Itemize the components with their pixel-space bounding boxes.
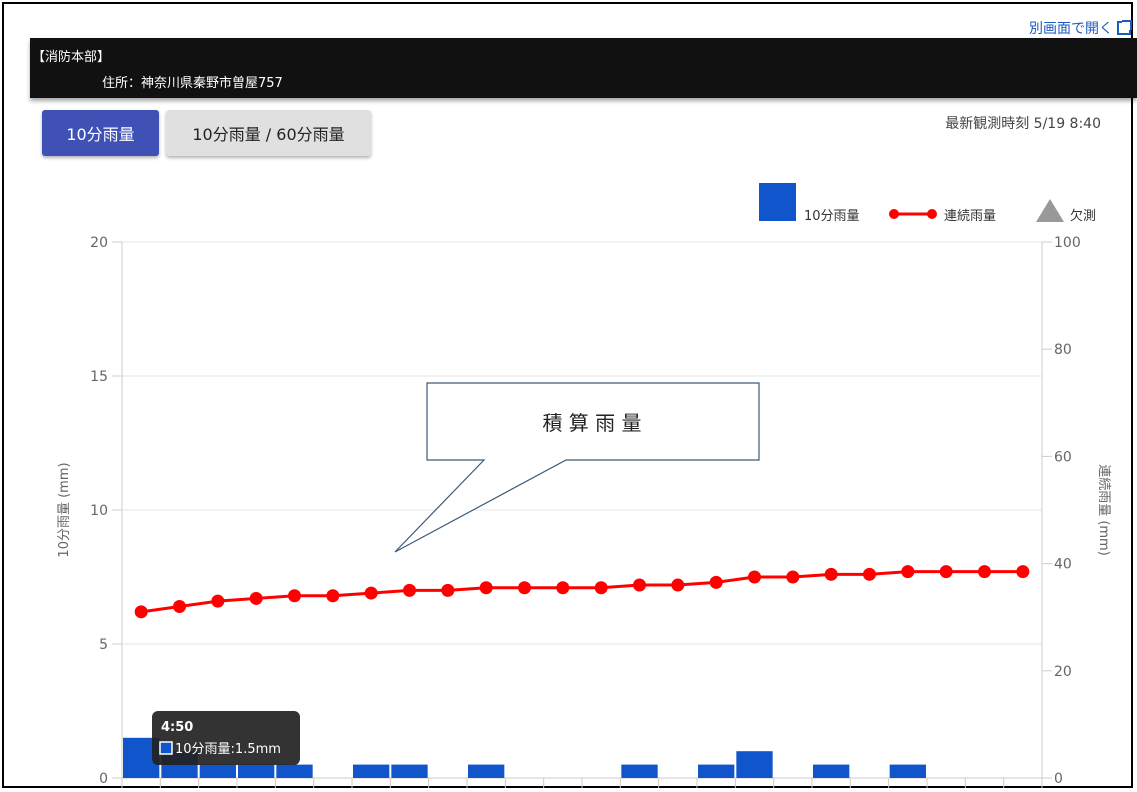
cumulative-point [748,570,761,584]
left-tick-label: 15 [90,369,108,385]
cumulative-point [288,589,301,603]
legend-missing-triangle [1036,199,1064,222]
cumulative-point [901,565,915,579]
cumulative-point [441,583,455,597]
right-tick-label: 0 [1054,771,1063,787]
tab-10min-rainfall[interactable]: 10分雨量 [42,110,159,156]
station-header: 【消防本部】 住所：神奈川県秦野市曽屋757 [30,38,1137,98]
right-tick-label: 80 [1054,342,1072,358]
open-in-new-window-link[interactable]: 別画面で開く [1029,18,1132,38]
open-link-label: 別画面で開く [1029,21,1113,37]
right-tick-label: 100 [1054,235,1081,251]
cumulative-point [786,570,800,584]
left-tick-label: 0 [99,771,108,787]
tooltip-time: 4:50 [161,720,193,735]
cumulative-point [249,591,263,605]
rainfall-bar [889,764,926,778]
station-name: 【消防本部】 [32,50,111,65]
observation-time: 5/19 8:40 [1033,116,1101,132]
legend-line-dot [927,209,937,219]
rainfall-bar [199,764,236,778]
right-axis-title: 連続雨量 (mm) [1096,464,1111,556]
cumulative-point [326,589,340,603]
rainfall-bar [391,764,428,778]
cumulative-point [556,581,570,595]
legend-bar-label: 10分雨量 [804,209,860,224]
rainfall-bar [353,764,390,778]
left-tick-label: 5 [99,637,108,653]
cumulative-point [824,567,838,581]
cumulative-point [518,581,531,595]
rainfall-bar [468,764,505,778]
station-address: 住所：神奈川県秦野市曽屋757 [102,76,283,91]
cumulative-point [633,578,646,592]
cumulative-point [479,581,493,595]
external-link-icon [1117,20,1132,35]
right-tick-label: 60 [1054,449,1072,465]
tab-10min-60min-rainfall[interactable]: 10分雨量 / 60分雨量 [166,110,371,156]
right-tick-label: 40 [1054,557,1072,573]
left-tick-label: 10 [90,503,108,519]
latest-observation: 最新観測時刻 5/19 8:40 [945,113,1101,133]
cumulative-point [709,575,723,589]
legend-line-dot [889,209,899,219]
cumulative-point [978,565,991,579]
cumulative-point [364,586,378,600]
tooltip-label: 10分雨量:1.5mm [175,742,281,757]
legend-bar-swatch [759,183,796,221]
rainfall-bar [698,764,735,778]
rainfall-bar [621,764,658,778]
cumulative-point [403,583,416,597]
rainfall-bar [238,764,275,778]
cumulative-point [173,599,186,613]
tooltip-box [152,711,300,765]
cumulative-point [594,581,608,595]
legend-line-label: 連続雨量 [944,209,996,224]
callout-balloon [394,382,760,553]
cumulative-point [1016,565,1030,579]
rainfall-bar [276,764,313,778]
observation-label: 最新観測時刻 [945,116,1030,132]
cumulative-point [671,578,685,592]
right-tick-label: 20 [1054,664,1072,680]
left-axis-title: 10分雨量 (mm) [57,462,72,557]
cumulative-point [134,605,148,619]
rainfall-bar [813,764,850,778]
legend-missing-label: 欠測 [1070,208,1096,224]
left-tick-label: 20 [90,235,108,251]
callout-text: 積 算 雨 量 [542,411,641,435]
rainfall-bar [736,751,773,778]
tooltip-swatch [159,741,173,755]
cumulative-point [939,565,953,579]
cumulative-line [140,570,1023,614]
cumulative-point [863,567,876,581]
cumulative-point [211,594,225,608]
